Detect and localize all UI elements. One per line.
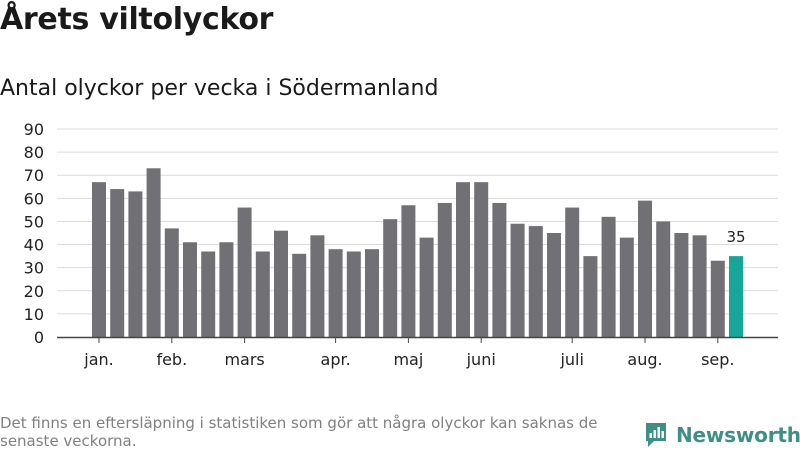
bar [146, 168, 161, 337]
x-tick-label: jan. [83, 350, 113, 369]
x-tick-label: sep. [701, 350, 734, 369]
y-tick-label: 30 [24, 259, 44, 278]
bar [583, 256, 598, 337]
bar [565, 207, 580, 337]
bar [201, 251, 216, 337]
bar [110, 189, 125, 337]
bar [219, 242, 234, 337]
y-tick-label: 90 [24, 120, 44, 139]
y-tick-label: 50 [24, 212, 44, 231]
bar [328, 249, 343, 337]
bar [255, 251, 270, 337]
bar [601, 216, 616, 337]
bar [528, 226, 543, 337]
y-tick-label: 20 [24, 282, 44, 301]
bar [346, 251, 361, 337]
bar [474, 182, 489, 337]
bar [274, 230, 288, 337]
bar [128, 191, 143, 337]
data-label: 35 [726, 228, 745, 246]
bar [729, 256, 743, 337]
y-tick-label: 60 [24, 189, 44, 208]
x-tick-label: maj [393, 350, 423, 369]
bar [437, 202, 452, 337]
x-tick-label: juli [559, 350, 583, 369]
bar [365, 249, 379, 337]
x-tick-label: juni [466, 350, 496, 369]
x-tick-label: feb. [156, 350, 187, 369]
bar [638, 200, 652, 337]
brand-logo[interactable]: Newsworthy [644, 420, 800, 450]
bar [164, 228, 179, 337]
y-tick-label: 10 [24, 305, 44, 324]
chart-title: Årets viltolyckor [0, 2, 274, 37]
y-tick-label: 70 [24, 166, 44, 185]
footer-note: Det finns en eftersläpning i statistiken… [0, 414, 598, 450]
bar [547, 233, 561, 337]
bar [383, 219, 398, 337]
bar [456, 182, 470, 337]
bar [183, 242, 197, 337]
brand-name: Newsworthy [676, 423, 800, 447]
bar [710, 260, 725, 337]
bar [619, 237, 634, 337]
bar [92, 182, 106, 337]
bar [492, 202, 507, 337]
bar [510, 223, 525, 337]
x-tick-label: aug. [627, 350, 662, 369]
bar [292, 253, 307, 337]
newsworthy-logo-icon [646, 423, 666, 447]
bar-chart: 0 10 20 30 40 50 60 70 80 90 35 jan. feb. mars apr. maj… [24, 120, 778, 369]
y-tick-label: 40 [24, 236, 44, 255]
y-tick-label: 0 [34, 328, 44, 347]
bar [656, 221, 671, 337]
y-tick-label: 80 [24, 143, 44, 162]
bar [674, 233, 689, 337]
chart-subtitle: Antal olyckor per vecka i Södermanland [0, 76, 439, 101]
x-tick-label: mars [224, 350, 264, 369]
bar [401, 205, 416, 337]
bar [237, 207, 252, 337]
bar [419, 237, 434, 337]
x-tick-label: apr. [321, 350, 351, 369]
bar [692, 235, 707, 337]
bar [310, 235, 325, 337]
